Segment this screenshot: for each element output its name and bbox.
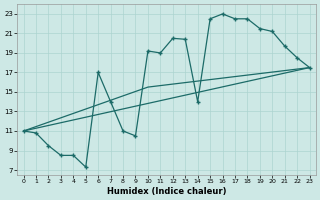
X-axis label: Humidex (Indice chaleur): Humidex (Indice chaleur) — [107, 187, 226, 196]
